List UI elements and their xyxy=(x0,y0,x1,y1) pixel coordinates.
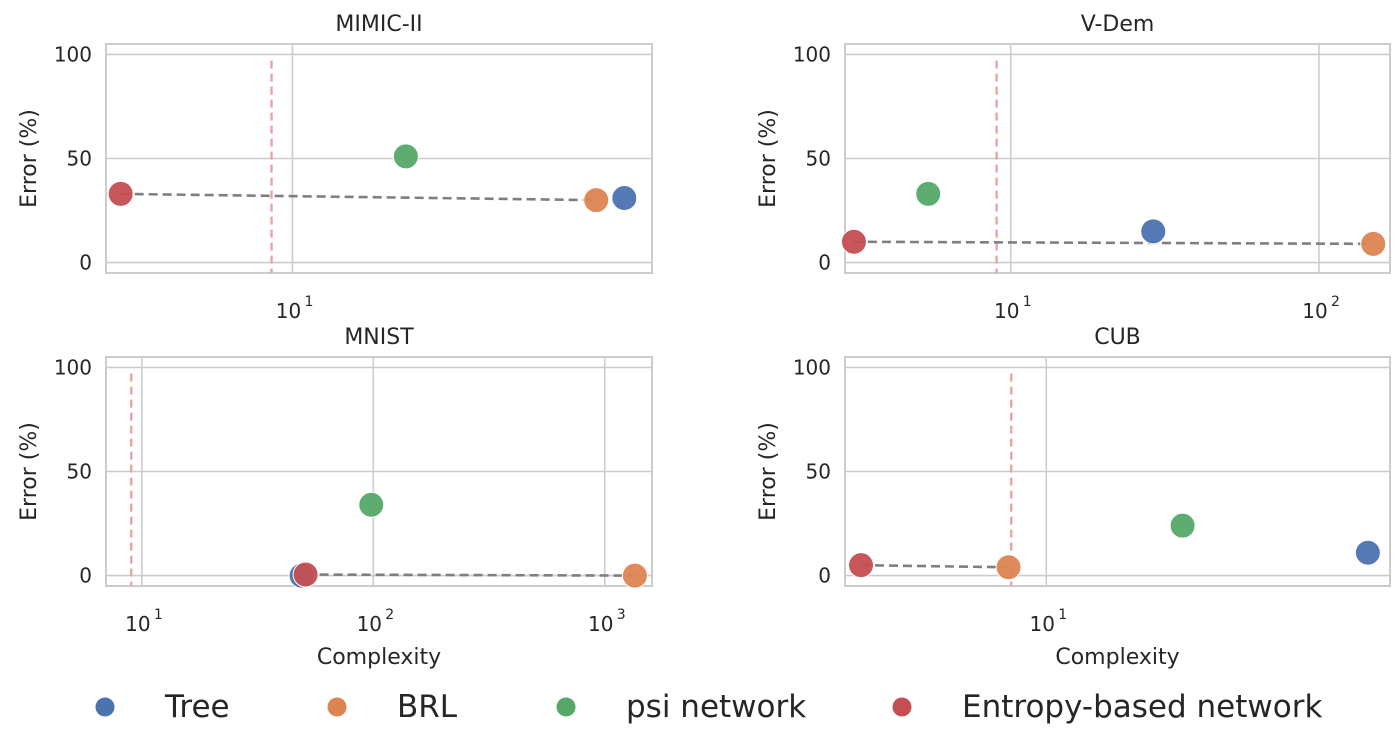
y-tick-label: 100 xyxy=(54,355,92,379)
panel-title: CUB xyxy=(1094,325,1141,350)
x-axis-label: Complexity xyxy=(317,645,441,670)
plot-frame xyxy=(105,356,653,587)
legend-label: Entropy-based network xyxy=(962,689,1322,725)
panel-cub: 0 50 100 10 1 CUB Error (%) Complexity xyxy=(756,325,1391,670)
panel-title: MIMIC-II xyxy=(335,12,422,37)
trend-line xyxy=(120,192,597,202)
y-tick-label: 100 xyxy=(793,355,831,379)
point-entropy-based-network xyxy=(848,552,875,579)
y-tick-label: 100 xyxy=(54,42,92,66)
plot-frame xyxy=(844,43,1391,274)
legend-marker xyxy=(95,697,115,717)
x-tick-label: 10 xyxy=(357,612,382,636)
x-tick-exponent: 2 xyxy=(1331,294,1340,310)
legend-item-entropy-based-network: Entropy-based network xyxy=(892,689,1322,725)
point-tree xyxy=(1140,218,1167,245)
y-axis-label: Error (%) xyxy=(17,422,42,521)
y-axis-label: Error (%) xyxy=(756,422,781,521)
point-brl xyxy=(1360,230,1387,257)
y-tick-label: 0 xyxy=(818,564,831,588)
legend: Tree BRL psi network Entropy-based network xyxy=(95,689,1322,725)
plot-frame xyxy=(105,43,653,274)
y-tick-label: 0 xyxy=(79,251,92,275)
x-tick-exponent: 1 xyxy=(1058,607,1067,623)
legend-item-tree: Tree xyxy=(95,689,230,725)
legend-item-brl: BRL xyxy=(327,689,458,725)
point-psi-network xyxy=(392,143,419,170)
legend-item-psi-network: psi network xyxy=(556,689,806,725)
x-tick-label: 10 xyxy=(1030,612,1055,636)
x-tick-label: 10 xyxy=(588,612,613,636)
legend-marker xyxy=(556,697,576,717)
y-axis-label: Error (%) xyxy=(17,109,42,208)
y-tick-label: 0 xyxy=(79,564,92,588)
y-tick-label: 100 xyxy=(793,42,831,66)
point-tree xyxy=(611,185,638,212)
x-tick-exponent: 1 xyxy=(154,607,163,623)
legend-label: BRL xyxy=(397,689,458,725)
trend-line xyxy=(853,240,1374,246)
point-brl xyxy=(621,562,648,589)
point-psi-network xyxy=(358,491,385,518)
point-psi-network xyxy=(915,180,942,207)
x-tick-exponent: 2 xyxy=(385,607,394,623)
y-tick-label: 50 xyxy=(67,147,92,171)
legend-marker xyxy=(892,697,912,717)
panel-mimic-ii: 0 50 100 10 1 MIMIC-II Error (%) xyxy=(17,12,653,323)
x-tick-label: 10 xyxy=(125,612,150,636)
y-tick-label: 0 xyxy=(818,251,831,275)
y-tick-label: 50 xyxy=(806,460,831,484)
x-axis-label: Complexity xyxy=(1055,645,1179,670)
legend-label: Tree xyxy=(164,689,230,725)
point-entropy-based-network xyxy=(292,561,319,588)
y-axis-label: Error (%) xyxy=(756,109,781,208)
y-tick-label: 50 xyxy=(806,147,831,171)
x-tick-label: 10 xyxy=(1302,299,1327,323)
x-tick-label: 10 xyxy=(994,299,1019,323)
point-psi-network xyxy=(1169,512,1196,539)
panel-title: V-Dem xyxy=(1081,12,1155,37)
point-entropy-based-network xyxy=(840,228,867,255)
point-brl xyxy=(995,554,1022,581)
x-tick-exponent: 1 xyxy=(304,294,313,310)
plot-frame xyxy=(844,356,1391,587)
point-entropy-based-network xyxy=(107,180,134,207)
panel-title: MNIST xyxy=(344,325,414,350)
x-tick-exponent: 1 xyxy=(1023,294,1032,310)
point-brl xyxy=(583,187,610,214)
x-tick-label: 10 xyxy=(276,299,301,323)
point-tree xyxy=(1354,539,1381,566)
legend-label: psi network xyxy=(626,689,806,725)
legend-marker xyxy=(327,697,347,717)
trend-line xyxy=(305,573,635,577)
trend-line xyxy=(860,563,1009,569)
y-tick-label: 50 xyxy=(67,460,92,484)
x-tick-exponent: 3 xyxy=(617,607,626,623)
